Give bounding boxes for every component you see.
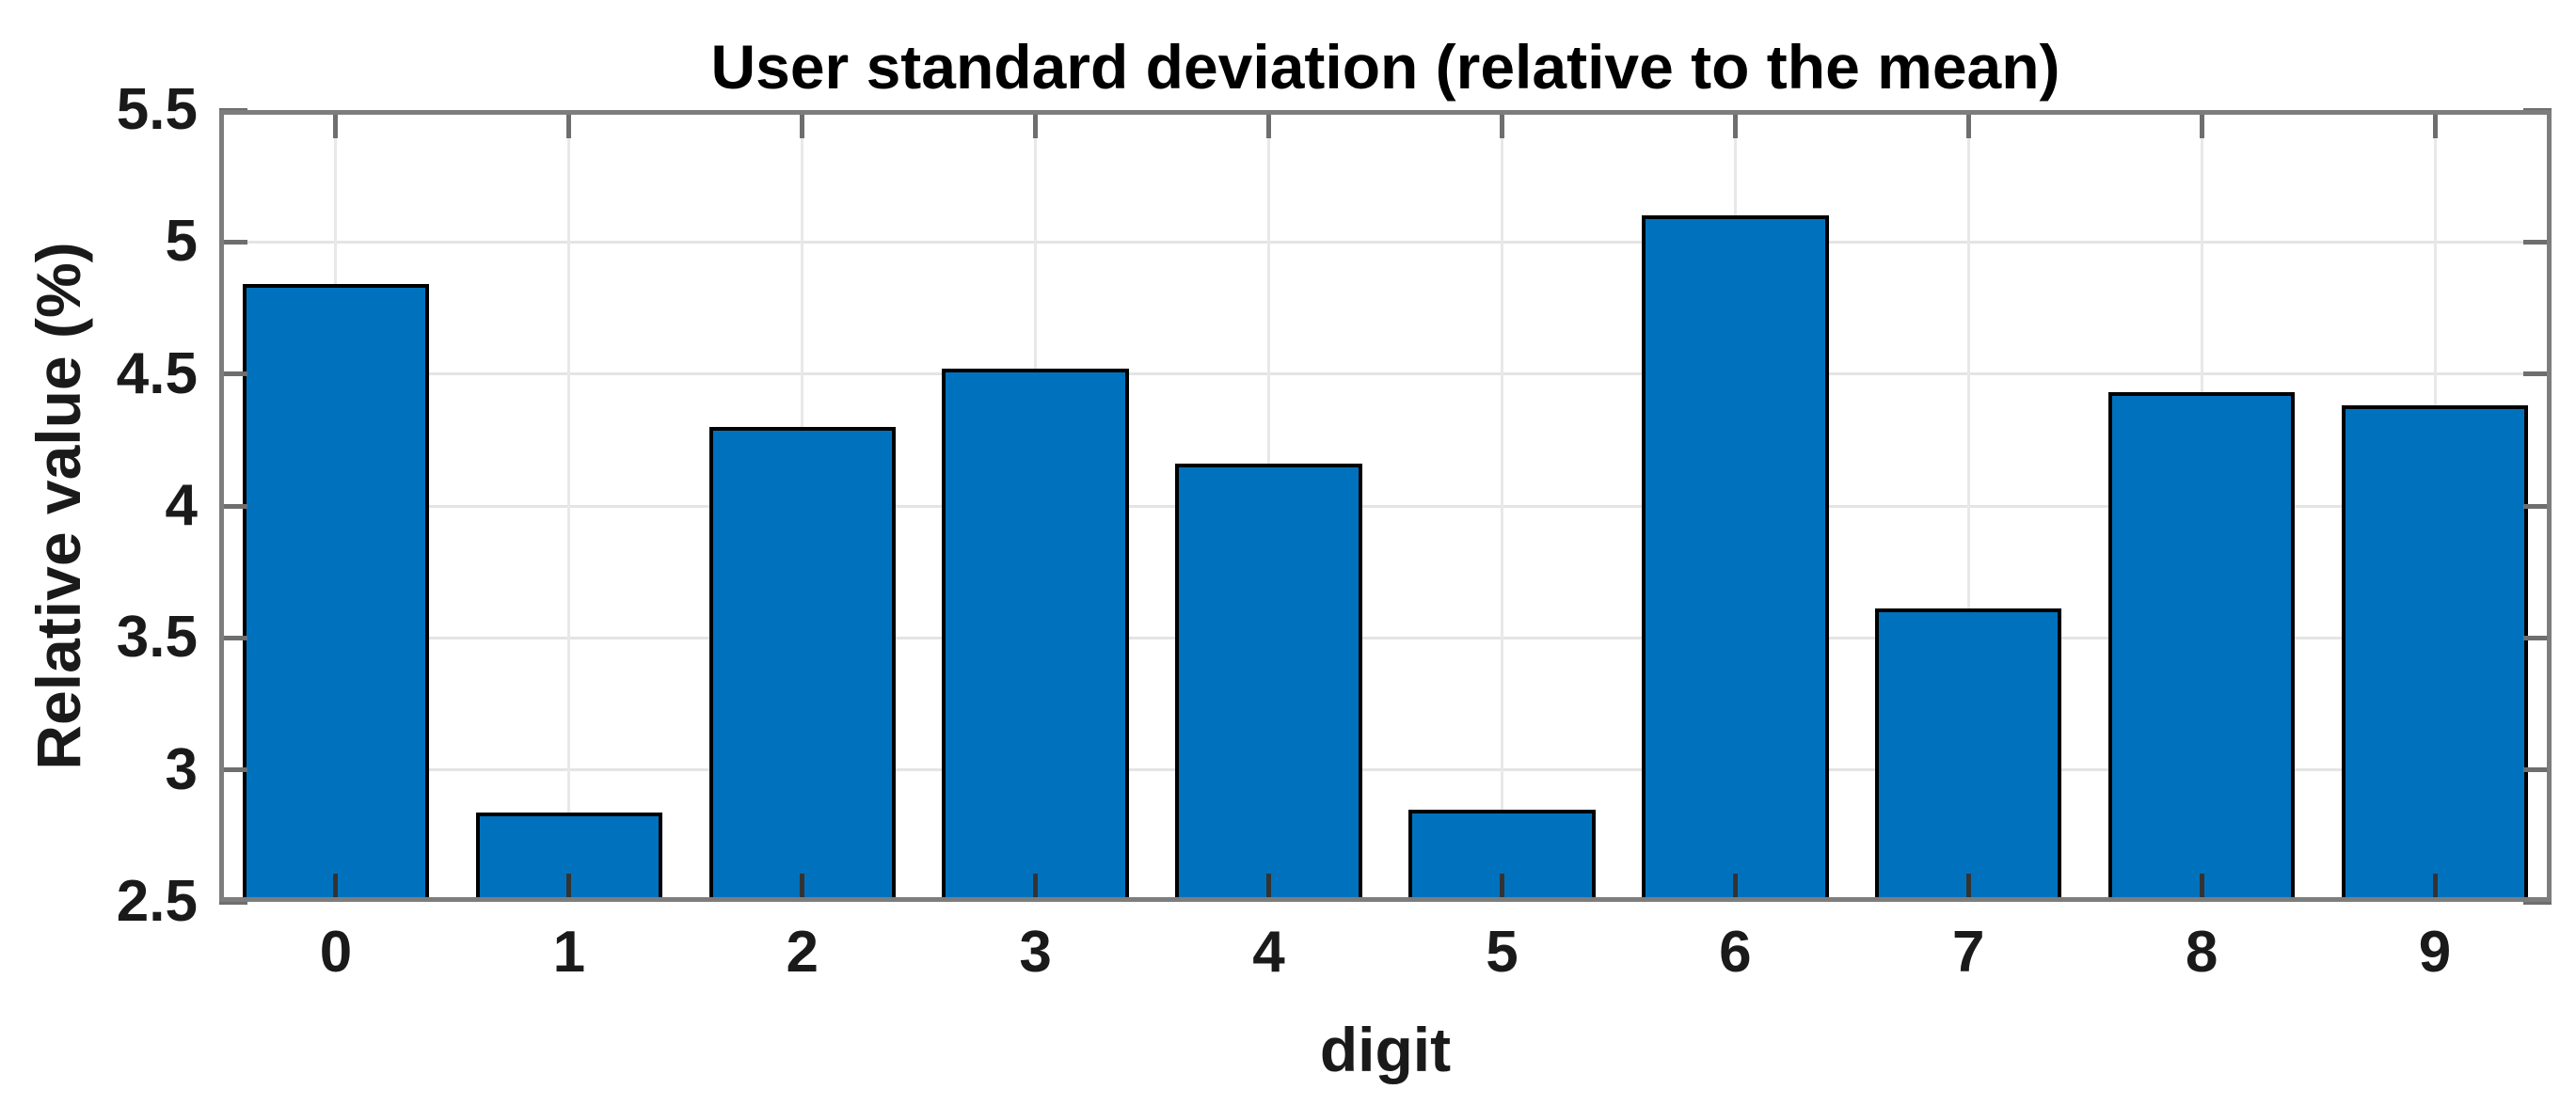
y-tick-left xyxy=(219,635,247,640)
y-tick-right xyxy=(2523,635,2552,640)
x-tick-label: 1 xyxy=(552,920,586,985)
y-tick-label: 5.5 xyxy=(116,77,198,142)
bar xyxy=(2341,405,2529,902)
x-tick-label: 5 xyxy=(1486,920,1519,985)
v-gridline xyxy=(1966,110,1970,902)
h-gridline xyxy=(219,636,2552,639)
plot-area xyxy=(219,107,2552,905)
x-tick-label: 7 xyxy=(1952,920,1985,985)
y-tick-label: 4 xyxy=(165,473,198,538)
h-gridline xyxy=(219,504,2552,508)
y-tick-right xyxy=(2523,371,2552,377)
bar xyxy=(1875,608,2062,902)
x-tick-top xyxy=(566,110,572,138)
x-tick-top xyxy=(1732,110,1738,138)
bar xyxy=(708,426,896,902)
h-gridline xyxy=(219,240,2552,244)
x-tick-bottom xyxy=(1965,874,1971,902)
x-tick-bottom xyxy=(2432,874,2438,902)
x-tick-top xyxy=(1965,110,1971,138)
bar xyxy=(2107,392,2296,902)
x-tick-top xyxy=(2199,110,2204,138)
x-tick-label: 0 xyxy=(319,920,353,985)
x-tick-bottom xyxy=(333,874,339,902)
y-tick-right xyxy=(2523,239,2552,245)
x-tick-label: 8 xyxy=(2185,920,2218,985)
y-tick-right xyxy=(2523,899,2552,905)
x-tick-bottom xyxy=(1732,874,1738,902)
y-tick-right xyxy=(2523,107,2552,113)
x-tick-label: 4 xyxy=(1252,920,1285,985)
x-tick-bottom xyxy=(566,874,572,902)
bar xyxy=(1175,464,1362,902)
bars-layer xyxy=(219,110,2552,902)
y-tick-left xyxy=(219,239,247,245)
y-tick-left xyxy=(219,767,247,773)
h-gridline xyxy=(219,372,2552,376)
bar xyxy=(942,369,1129,902)
v-gridline xyxy=(1500,110,1503,902)
v-gridline xyxy=(567,110,571,902)
bar xyxy=(242,284,430,902)
x-tick-bottom xyxy=(1499,874,1504,902)
y-tick-label: 4.5 xyxy=(116,340,198,406)
x-tick-top xyxy=(1499,110,1504,138)
x-tick-label: 6 xyxy=(1719,920,1752,985)
x-tick-bottom xyxy=(2199,874,2204,902)
x-tick-top xyxy=(333,110,339,138)
x-tick-top xyxy=(1033,110,1039,138)
x-axis-label: digit xyxy=(1319,1015,1452,1084)
y-tick-right xyxy=(2523,767,2552,773)
y-tick-left xyxy=(219,503,247,509)
y-tick-label: 3.5 xyxy=(116,605,198,671)
y-tick-label: 2.5 xyxy=(116,869,198,934)
y-tick-label: 5 xyxy=(165,209,198,275)
chart-title: User standard deviation (relative to the… xyxy=(710,32,2060,102)
y-tick-left xyxy=(219,107,247,113)
x-tick-bottom xyxy=(1033,874,1039,902)
x-tick-bottom xyxy=(800,874,805,902)
y-tick-right xyxy=(2523,503,2552,509)
y-tick-label: 3 xyxy=(165,736,198,802)
x-tick-label: 3 xyxy=(1019,920,1052,985)
x-tick-bottom xyxy=(1266,874,1272,902)
y-tick-left xyxy=(219,899,247,905)
h-gridline xyxy=(219,768,2552,772)
tick-marks-layer xyxy=(219,107,2552,905)
y-tick-left xyxy=(219,371,247,377)
x-tick-label: 2 xyxy=(786,920,819,985)
x-tick-top xyxy=(1266,110,1272,138)
bar xyxy=(1642,215,1829,902)
x-tick-top xyxy=(800,110,805,138)
x-tick-top xyxy=(2432,110,2438,138)
x-tick-label: 9 xyxy=(2418,920,2452,985)
